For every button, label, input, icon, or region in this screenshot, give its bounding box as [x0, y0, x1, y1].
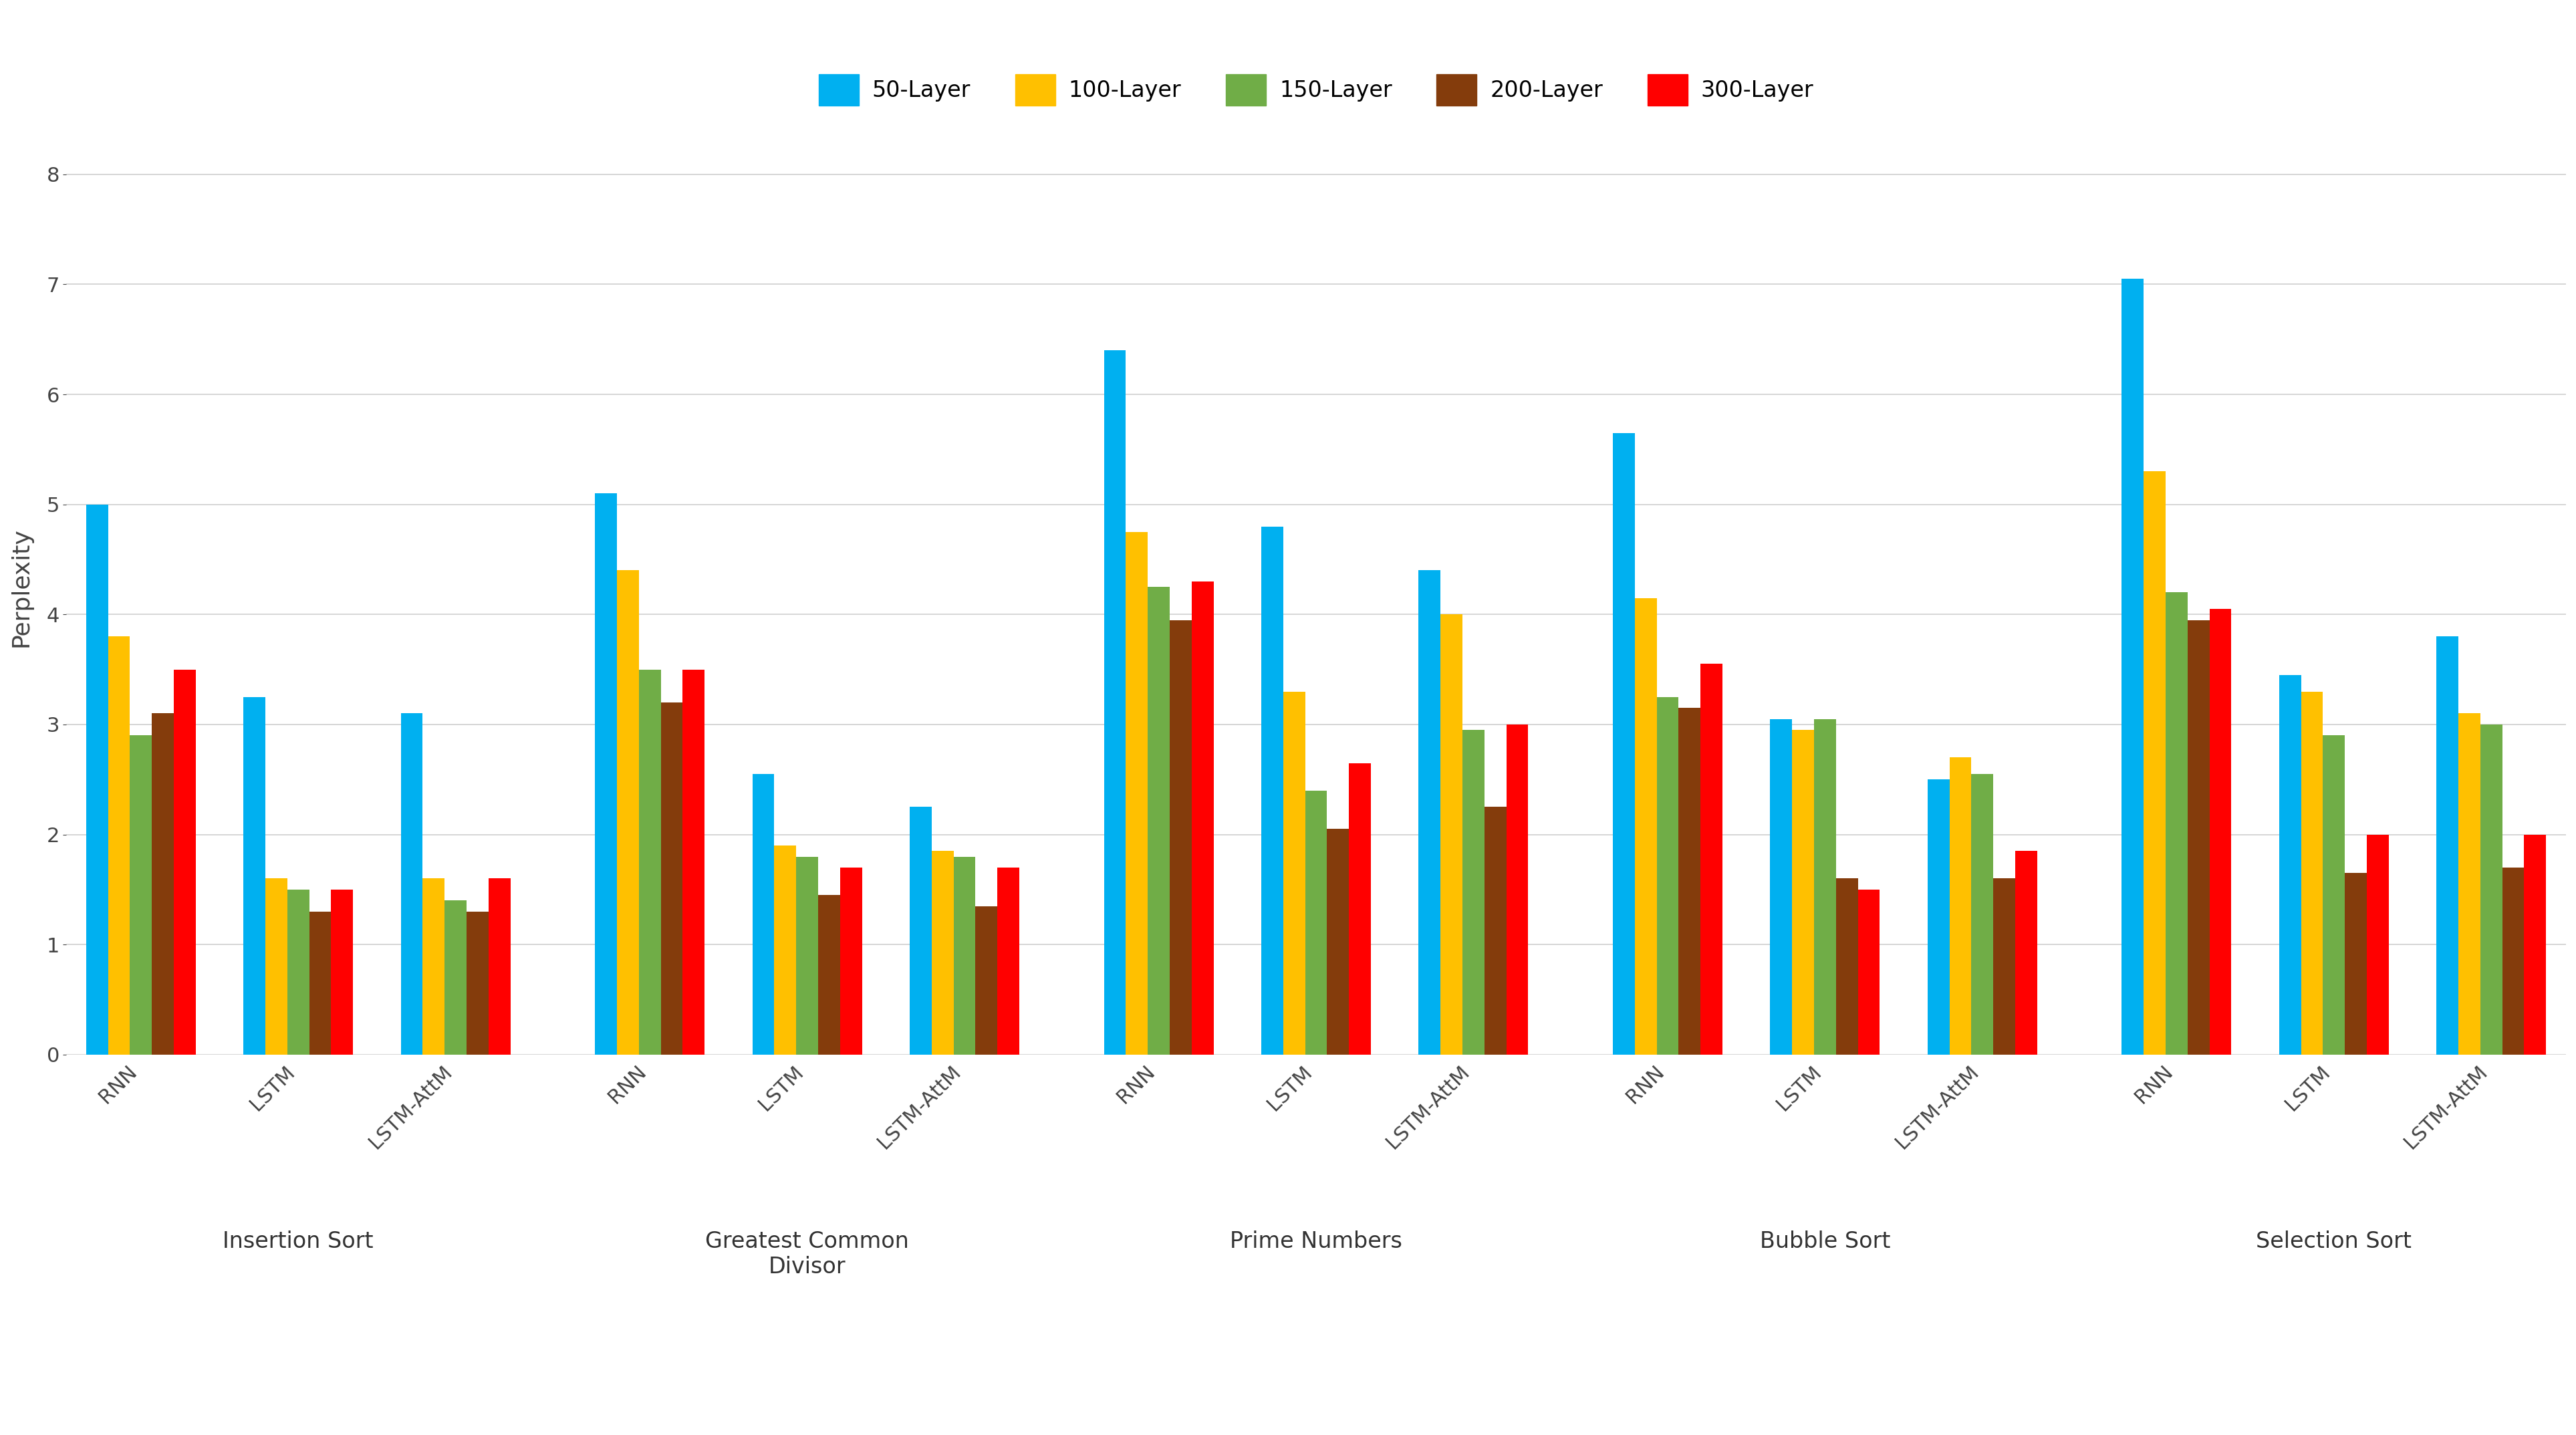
Bar [2187, 620, 2210, 1055]
Bar [662, 703, 683, 1055]
Text: Greatest Common
Divisor: Greatest Common Divisor [706, 1231, 909, 1279]
Bar [2324, 736, 2344, 1055]
Bar [1170, 620, 1193, 1055]
Bar [2501, 868, 2524, 1055]
Bar [1656, 697, 1680, 1055]
Bar [1283, 692, 1306, 1055]
Bar [1814, 719, 1837, 1055]
Bar [2367, 835, 2388, 1055]
Bar [446, 901, 466, 1055]
Y-axis label: Perplexity: Perplexity [10, 527, 33, 647]
Text: Insertion Sort: Insertion Sort [224, 1231, 374, 1253]
Bar [595, 494, 618, 1055]
Text: Selection Sort: Selection Sort [2257, 1231, 2411, 1253]
Bar [752, 773, 775, 1055]
Bar [796, 857, 819, 1055]
Bar [2458, 713, 2481, 1055]
Bar [309, 911, 332, 1055]
Bar [909, 806, 933, 1055]
Bar [85, 505, 108, 1055]
Bar [1636, 598, 1656, 1055]
Bar [1484, 806, 1507, 1055]
Bar [289, 890, 309, 1055]
Bar [489, 878, 510, 1055]
Bar [1700, 664, 1723, 1055]
Bar [1306, 791, 1327, 1055]
Bar [2210, 608, 2231, 1055]
Bar [422, 878, 446, 1055]
Bar [2524, 835, 2545, 1055]
Text: Prime Numbers: Prime Numbers [1229, 1231, 1401, 1253]
Bar [1857, 890, 1880, 1055]
Bar [1837, 878, 1857, 1055]
Bar [332, 890, 353, 1055]
Bar [1507, 725, 1528, 1055]
Bar [639, 670, 662, 1055]
Bar [2481, 725, 2501, 1055]
Bar [1793, 730, 1814, 1055]
Bar [1327, 829, 1350, 1055]
Bar [953, 857, 976, 1055]
Bar [2123, 278, 2143, 1055]
Bar [819, 895, 840, 1055]
Bar [265, 878, 289, 1055]
Bar [129, 736, 152, 1055]
Bar [1613, 433, 1636, 1055]
Bar [173, 670, 196, 1055]
Bar [108, 637, 129, 1055]
Bar [1950, 758, 1971, 1055]
Bar [1350, 763, 1370, 1055]
Bar [775, 845, 796, 1055]
Bar [976, 905, 997, 1055]
Bar [1193, 581, 1213, 1055]
Bar [1419, 571, 1440, 1055]
Bar [2280, 674, 2300, 1055]
Bar [1149, 587, 1170, 1055]
Bar [1463, 730, 1484, 1055]
Bar [618, 571, 639, 1055]
Bar [245, 697, 265, 1055]
Bar [152, 713, 173, 1055]
Bar [933, 851, 953, 1055]
Bar [2143, 472, 2166, 1055]
Bar [1994, 878, 2014, 1055]
Bar [2014, 851, 2038, 1055]
Bar [683, 670, 706, 1055]
Bar [1126, 532, 1149, 1055]
Bar [997, 868, 1020, 1055]
Text: Bubble Sort: Bubble Sort [1759, 1231, 1891, 1253]
Bar [2300, 692, 2324, 1055]
Bar [2344, 872, 2367, 1055]
Bar [402, 713, 422, 1055]
Bar [1105, 350, 1126, 1055]
Bar [1770, 719, 1793, 1055]
Bar [466, 911, 489, 1055]
Bar [2437, 637, 2458, 1055]
Bar [1440, 614, 1463, 1055]
Bar [1262, 527, 1283, 1055]
Bar [1971, 773, 1994, 1055]
Bar [840, 868, 863, 1055]
Bar [1680, 707, 1700, 1055]
Bar [1927, 779, 1950, 1055]
Bar [2166, 593, 2187, 1055]
Legend: 50-Layer, 100-Layer, 150-Layer, 200-Layer, 300-Layer: 50-Layer, 100-Layer, 150-Layer, 200-Laye… [809, 65, 1821, 115]
